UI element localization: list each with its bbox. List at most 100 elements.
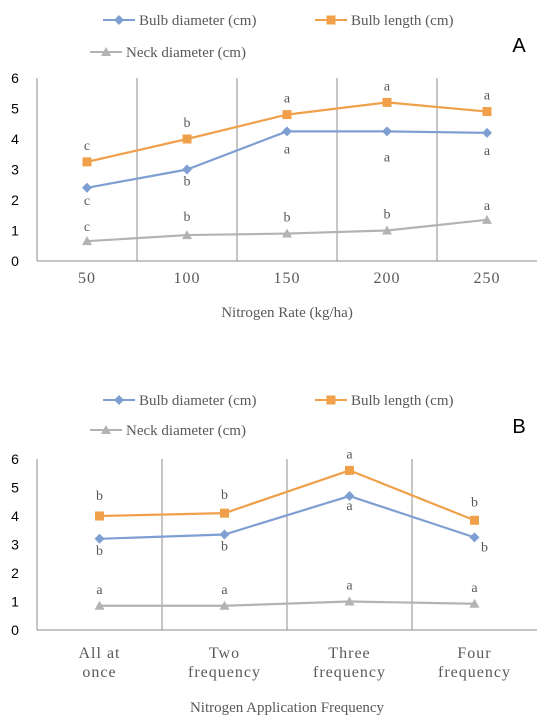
data-point xyxy=(82,182,92,193)
series-triangle xyxy=(94,596,480,610)
significance-letter: b xyxy=(471,495,478,510)
data-point xyxy=(219,529,230,540)
significance-letter: b xyxy=(96,489,103,504)
significance-letter: a xyxy=(284,142,291,157)
data-point xyxy=(182,230,192,240)
significance-letter: a xyxy=(346,447,353,462)
significance-letter: a xyxy=(96,583,103,598)
legend-label: Bulb length (cm) xyxy=(351,13,453,29)
significance-letter: b xyxy=(284,211,291,226)
data-point xyxy=(82,236,92,246)
data-point xyxy=(482,214,492,224)
significance-letter: c xyxy=(84,220,90,235)
y-tick-label: 1 xyxy=(11,594,19,610)
y-tick-label: 4 xyxy=(11,131,19,147)
series-diamond xyxy=(94,491,480,544)
significance-letter: a xyxy=(471,581,478,596)
panel-label: B xyxy=(512,416,525,438)
data-point xyxy=(182,134,192,144)
data-point xyxy=(182,164,192,175)
chart-panel-b: Bulb diameter (cm) Bulb length (cm) Neck d… xyxy=(11,393,537,716)
x-tick-label: Four xyxy=(457,645,491,662)
significance-letter: a xyxy=(484,144,491,159)
legend-label: Bulb diameter (cm) xyxy=(139,13,256,29)
significance-letter: b xyxy=(221,488,228,503)
y-tick-label: 0 xyxy=(11,622,19,638)
legend-marker xyxy=(114,15,124,25)
legend-entry: Bulb diameter (cm) xyxy=(103,393,256,409)
x-tick-label: frequency xyxy=(188,664,261,681)
series-triangle xyxy=(82,214,492,246)
series-square xyxy=(82,97,492,167)
significance-letter: c xyxy=(84,194,90,209)
y-tick-label: 4 xyxy=(11,508,19,524)
legend-label: Neck diameter (cm) xyxy=(126,423,246,439)
panel-label: A xyxy=(512,35,526,57)
data-point xyxy=(482,127,492,138)
legend-marker xyxy=(114,395,124,405)
x-tick-label: 150 xyxy=(274,270,301,287)
x-tick-label: frequency xyxy=(438,664,511,681)
significance-letter: b xyxy=(221,540,228,555)
data-point xyxy=(282,126,292,137)
significance-letter: a xyxy=(384,150,391,165)
data-point xyxy=(470,515,479,525)
data-point xyxy=(344,491,355,502)
data-point xyxy=(82,157,92,167)
chart-panel-a: Bulb diameter (cm) Bulb length (cm) Neck d… xyxy=(11,13,537,321)
significance-letter: a xyxy=(484,199,491,214)
data-point xyxy=(469,532,480,543)
y-tick-label: 0 xyxy=(11,253,19,269)
significance-letter: b xyxy=(96,544,103,559)
series-line xyxy=(99,494,475,540)
legend-label: Bulb diameter (cm) xyxy=(139,393,256,409)
x-axis-title: Nitrogen Application Frequency xyxy=(190,700,385,716)
significance-letter: a xyxy=(221,583,228,598)
significance-letter: a xyxy=(284,92,291,107)
data-point xyxy=(282,228,292,238)
y-tick-label: 3 xyxy=(11,537,19,553)
legend-entry: Bulb length (cm) xyxy=(315,393,453,409)
x-tick-label: All at xyxy=(79,645,121,662)
y-tick-label: 6 xyxy=(11,70,19,86)
legend-marker xyxy=(326,15,336,25)
data-point xyxy=(382,225,392,235)
series-line xyxy=(99,600,475,607)
series-square xyxy=(95,465,479,525)
y-tick-label: 1 xyxy=(11,223,19,239)
x-tick-label: frequency xyxy=(313,664,386,681)
x-tick-label: 100 xyxy=(174,270,201,287)
data-point xyxy=(95,511,104,521)
significance-letter: b xyxy=(481,540,488,555)
y-tick-label: 5 xyxy=(11,480,19,496)
significance-letter: a xyxy=(384,79,391,94)
legend-entry: Neck diameter (cm) xyxy=(90,45,246,61)
x-tick-label: Three xyxy=(328,645,370,662)
data-point xyxy=(282,110,292,120)
x-tick-label: once xyxy=(82,664,116,681)
data-point xyxy=(382,97,392,107)
legend-entry: Bulb diameter (cm) xyxy=(103,13,256,29)
y-tick-label: 3 xyxy=(11,162,19,178)
legend-marker xyxy=(101,425,111,434)
series-diamond xyxy=(82,126,492,193)
significance-letter: b xyxy=(184,175,191,190)
data-point xyxy=(220,508,229,518)
data-point xyxy=(219,600,230,610)
x-axis-title: Nitrogen Rate (kg/ha) xyxy=(221,305,353,321)
y-tick-label: 2 xyxy=(11,192,19,208)
x-tick-label: 200 xyxy=(374,270,401,287)
legend-entry: Neck diameter (cm) xyxy=(90,423,246,439)
x-tick-label: 250 xyxy=(474,270,501,287)
data-point xyxy=(94,600,105,610)
data-point xyxy=(94,533,105,544)
legend-marker xyxy=(101,47,111,56)
data-point xyxy=(344,596,355,606)
x-tick-label: Two xyxy=(209,645,240,662)
data-point xyxy=(382,126,392,137)
legend-label: Neck diameter (cm) xyxy=(126,45,246,61)
series-line xyxy=(86,130,488,189)
y-tick-label: 6 xyxy=(11,451,19,467)
significance-letter: a xyxy=(484,89,491,104)
